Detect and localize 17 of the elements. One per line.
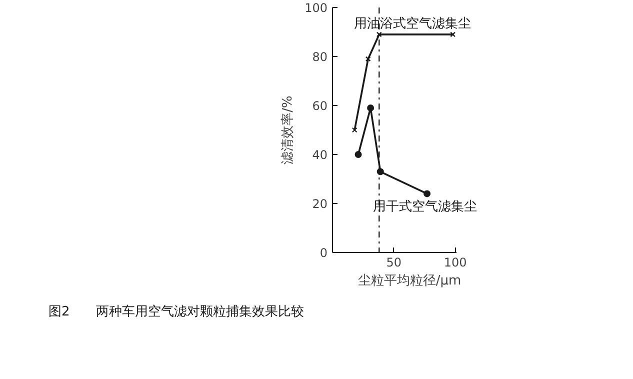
point bbox=[354, 151, 362, 158]
y-tick-label: 80 bbox=[312, 50, 328, 64]
y-tick-label: 0 bbox=[320, 246, 328, 260]
y-tick-label: 60 bbox=[312, 99, 328, 113]
y-tick-label: 40 bbox=[312, 148, 328, 162]
y-tick-label: 100 bbox=[304, 1, 328, 15]
text: 图2 两种车用空气滤对颗粒捕集效果比较 bbox=[48, 304, 304, 320]
y-tick-label: 20 bbox=[312, 197, 328, 211]
point bbox=[424, 190, 431, 198]
series-label: 用干式空气滤集尘 bbox=[373, 200, 478, 215]
point bbox=[365, 56, 371, 62]
x-axis-title: 尘粒平均粒径/μm bbox=[358, 274, 462, 288]
point bbox=[376, 32, 382, 38]
y-axis-title: 滤清效率/% bbox=[280, 96, 296, 164]
point bbox=[367, 104, 374, 112]
series-label: 用油浴式空气滤集尘 bbox=[354, 16, 471, 32]
x-tick-label: 50 bbox=[386, 256, 402, 270]
